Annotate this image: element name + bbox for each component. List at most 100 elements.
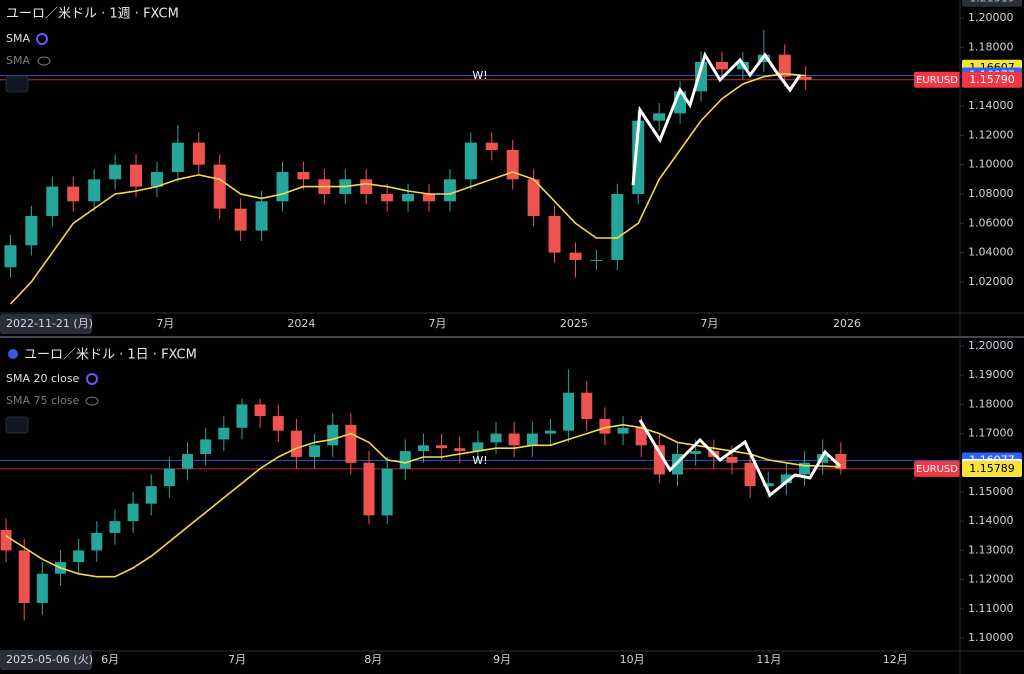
candle-body: [778, 54, 791, 77]
indicator-icon[interactable]: [36, 33, 48, 45]
start-date-box: [0, 650, 92, 670]
candle-body: [569, 252, 582, 260]
candle-body: [345, 424, 357, 463]
candle-body: [762, 483, 774, 487]
candle-body: [399, 451, 411, 469]
candle-body: [150, 171, 163, 187]
symbol-tag: EURUSD: [916, 464, 958, 475]
y-tick-label: 1.14000: [968, 99, 1014, 112]
x-tick-label: 9月: [493, 653, 511, 666]
start-date-box: [0, 314, 92, 334]
start-date: 2025-05-06 (火): [6, 653, 93, 666]
x-tick-label: 6月: [101, 653, 119, 666]
x-tick-label: 2026: [833, 317, 861, 330]
y-tick-label: 1.20000: [968, 339, 1014, 352]
candle-body: [18, 550, 30, 603]
x-tick-label: 10月: [620, 653, 645, 666]
hidden-icon[interactable]: [37, 56, 51, 66]
candle-body: [653, 113, 666, 121]
candle-body: [402, 193, 415, 202]
x-tick-label: 7月: [228, 653, 246, 666]
candle-body: [127, 503, 139, 522]
hidden-icon[interactable]: [85, 396, 99, 406]
candle-body: [799, 462, 811, 475]
candle-body: [46, 186, 59, 216]
candle-body: [297, 171, 310, 180]
candle-body: [485, 142, 498, 150]
candle-body: [200, 439, 212, 455]
chart-title: ユーロ／米ドル · 1週 · FXCM: [6, 7, 179, 22]
candle-body: [617, 427, 629, 434]
candle-body: [490, 433, 502, 443]
price-label: 1.15789: [969, 462, 1015, 475]
price-label-box: [962, 0, 1022, 7]
candle-body: [255, 201, 268, 231]
candle-body: [171, 142, 184, 172]
candle-body: [130, 164, 143, 187]
candle-body: [36, 573, 48, 603]
candle-body: [213, 164, 226, 209]
candle-body: [799, 76, 812, 80]
candle-body: [381, 468, 393, 516]
candle-body: [472, 442, 484, 452]
candle-body: [192, 142, 205, 165]
candle-body: [327, 424, 339, 446]
candle-body: [590, 259, 603, 261]
candle-body: [236, 404, 248, 428]
candle-body: [109, 521, 121, 533]
candle-body: [91, 532, 103, 551]
x-tick-label: 7月: [428, 317, 446, 330]
candle-body: [109, 164, 122, 180]
chart-title: ユーロ／米ドル · 1日 · FXCM: [24, 348, 197, 363]
candle-body: [599, 418, 611, 434]
y-tick-label: 1.06000: [968, 216, 1014, 229]
candle-body: [726, 456, 738, 463]
price-label-box: [962, 71, 1022, 88]
candle-body: [0, 529, 12, 551]
candle-body: [653, 445, 665, 475]
collapse-button[interactable]: [5, 416, 29, 434]
candle-body: [508, 433, 520, 446]
price-label: 1.15790: [969, 73, 1015, 86]
collapse-button[interactable]: [5, 75, 29, 93]
candle-body: [67, 186, 80, 202]
candle-body: [690, 451, 702, 455]
candle-body: [526, 433, 538, 446]
y-tick-label: 1.15000: [968, 485, 1014, 498]
y-tick-label: 1.20000: [968, 11, 1014, 24]
y-tick-label: 1.12000: [968, 573, 1014, 586]
candle-body: [88, 179, 101, 202]
start-date: 2022-11-21 (月): [6, 317, 93, 330]
zigzag-drawing: [631, 51, 802, 186]
candle-body: [360, 179, 373, 194]
candle-body: [715, 62, 728, 70]
y-tick-label: 1.19000: [968, 368, 1014, 381]
candle-body: [276, 171, 289, 202]
candle-body: [744, 462, 756, 487]
legend-entry: SMA: [6, 32, 30, 45]
indicator-icon[interactable]: [86, 373, 98, 385]
y-tick-label: 1.10000: [968, 158, 1014, 171]
candle-body: [464, 142, 477, 180]
hidden-indicator: SMA: [6, 54, 30, 67]
y-tick-label: 1.11000: [968, 602, 1014, 615]
candle-body: [381, 193, 394, 202]
candle-body: [363, 462, 375, 516]
candle-body: [309, 445, 321, 457]
y-tick-label: 1.17000: [968, 427, 1014, 440]
candle-body: [436, 445, 448, 449]
candle-body: [218, 427, 230, 440]
candle-body: [182, 454, 194, 469]
alert-annotation: W!: [472, 69, 487, 82]
candle-body: [527, 179, 540, 216]
y-tick-label: 1.12000: [968, 128, 1014, 141]
candle-body: [254, 404, 266, 417]
candle-body: [780, 474, 792, 484]
candle-body: [695, 62, 708, 92]
candle-body: [835, 454, 847, 469]
candle-body: [454, 448, 466, 452]
candle-body: [548, 215, 561, 253]
candle-body: [563, 392, 575, 431]
x-tick-label: 2025: [560, 317, 588, 330]
symbol-tag-box: [914, 71, 960, 88]
